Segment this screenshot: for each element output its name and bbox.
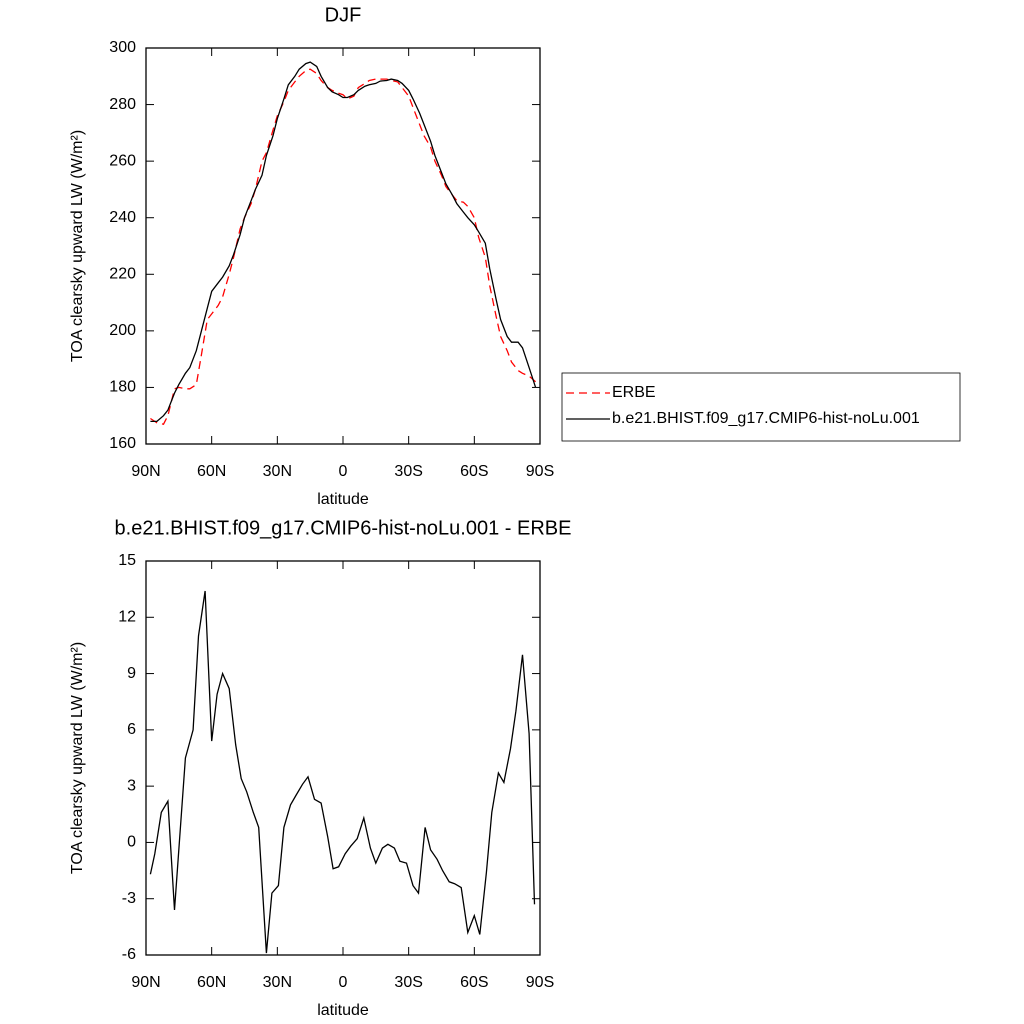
x-tick-label: 60N bbox=[197, 974, 226, 991]
x-tick-label: 90S bbox=[526, 463, 554, 480]
x-tick-label: 0 bbox=[339, 463, 348, 480]
x-tick-label: 30N bbox=[263, 463, 292, 480]
x-tick-label: 60N bbox=[197, 463, 226, 480]
y-tick-label: 0 bbox=[127, 834, 136, 851]
y-tick-label: 6 bbox=[127, 721, 136, 738]
y-tick-label: 12 bbox=[118, 609, 136, 626]
plot-frame bbox=[145, 560, 541, 956]
y-tick-label: 200 bbox=[109, 322, 136, 339]
chart-title: b.e21.BHIST.f09_g17.CMIP6-hist-noLu.001 … bbox=[115, 517, 572, 539]
y-axis-label: TOA clearsky upward LW (W/m²) bbox=[69, 130, 86, 362]
plot-frame bbox=[145, 47, 541, 445]
y-tick-label: 240 bbox=[109, 209, 136, 226]
x-tick-label: 0 bbox=[339, 974, 348, 991]
x-tick-label: 30S bbox=[394, 974, 422, 991]
y-axis-label: TOA clearsky upward LW (W/m²) bbox=[69, 642, 86, 874]
y-tick-label: -3 bbox=[122, 890, 136, 907]
x-tick-label: 90S bbox=[526, 974, 554, 991]
data-line bbox=[150, 68, 537, 425]
legend-label: ERBE bbox=[612, 384, 656, 401]
y-tick-label: -6 bbox=[122, 946, 136, 963]
x-tick-label: 90N bbox=[131, 974, 160, 991]
y-tick-label: 300 bbox=[109, 39, 136, 56]
legend-box bbox=[561, 372, 961, 442]
y-tick-label: 260 bbox=[109, 152, 136, 169]
x-axis-label: latitude bbox=[317, 491, 369, 508]
chart-title: DJF bbox=[325, 4, 362, 26]
legend-label: b.e21.BHIST.f09_g17.CMIP6-hist-noLu.001 bbox=[612, 410, 920, 427]
data-line bbox=[149, 590, 536, 954]
data-line bbox=[150, 61, 537, 423]
y-tick-label: 180 bbox=[109, 379, 136, 396]
y-tick-label: 220 bbox=[109, 266, 136, 283]
x-tick-label: 60S bbox=[460, 974, 488, 991]
x-tick-label: 90N bbox=[131, 463, 160, 480]
y-tick-label: 280 bbox=[109, 96, 136, 113]
y-tick-label: 3 bbox=[127, 777, 136, 794]
y-tick-label: 160 bbox=[109, 435, 136, 452]
y-tick-label: 15 bbox=[118, 552, 136, 569]
x-tick-label: 30S bbox=[394, 463, 422, 480]
x-axis-label: latitude bbox=[317, 1002, 369, 1019]
x-tick-label: 30N bbox=[263, 974, 292, 991]
y-tick-label: 9 bbox=[127, 665, 136, 682]
x-tick-label: 60S bbox=[460, 463, 488, 480]
